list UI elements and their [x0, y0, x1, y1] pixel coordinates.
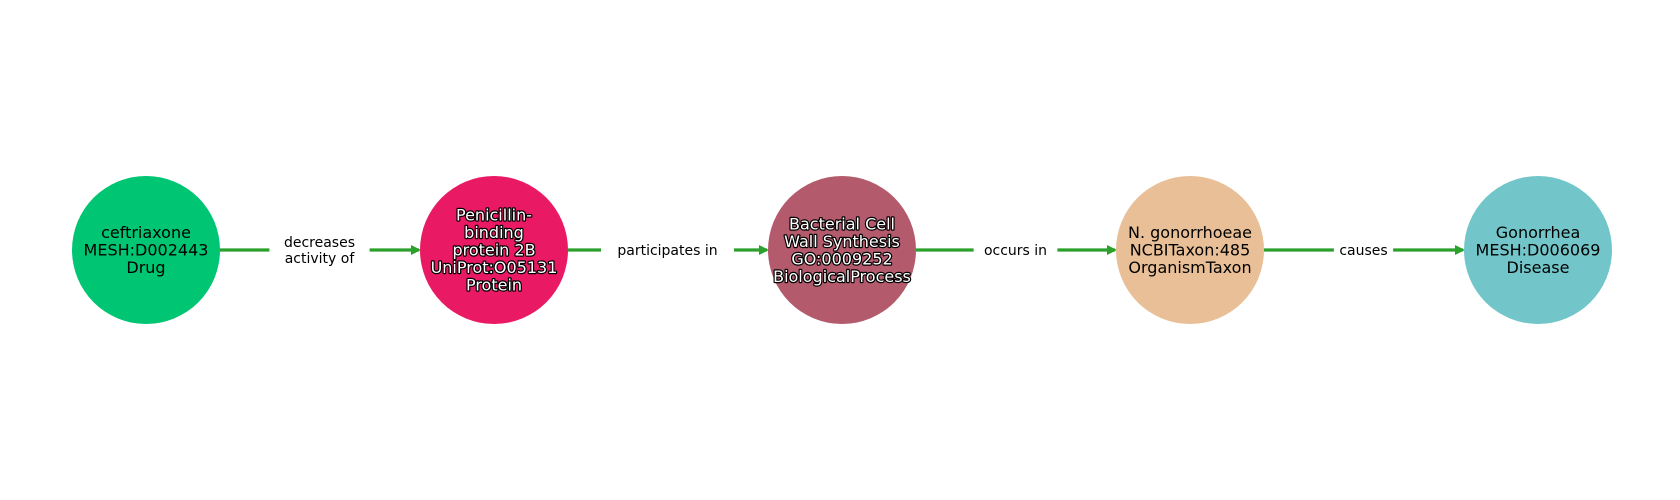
edge-label: decreases	[284, 235, 355, 251]
node-label: Wall Synthesis	[784, 232, 900, 251]
node-label: NCBITaxon:485	[1130, 241, 1251, 260]
node-label: OrganismTaxon	[1128, 258, 1251, 277]
node-label: GO:0009252	[791, 249, 892, 268]
node-label: ceftriaxone	[101, 223, 191, 242]
node-label: Gonorrhea	[1496, 223, 1581, 242]
node-label: Disease	[1507, 258, 1570, 277]
node-circle	[1116, 176, 1264, 324]
node-label: protein 2B	[452, 241, 535, 260]
node-label: Penicillin-	[456, 206, 532, 225]
node-circle	[768, 176, 916, 324]
node-label: Bacterial Cell	[789, 214, 895, 233]
edge-1: participates in	[568, 240, 769, 260]
edge-label-background	[269, 232, 370, 268]
edge-2: occurs in	[916, 240, 1117, 260]
node-label: BiologicalProcess	[773, 267, 911, 286]
edge-label-background	[601, 240, 734, 260]
edge-label: participates in	[617, 243, 717, 259]
edge-label: activity of	[285, 251, 356, 267]
node-label: Protein	[466, 276, 522, 295]
node-label: MESH:D006069	[1476, 241, 1601, 260]
node-circle	[72, 176, 220, 324]
node-circle	[1464, 176, 1612, 324]
node-label: N. gonorrhoeae	[1128, 223, 1252, 242]
node-label: binding	[464, 223, 524, 242]
edge-label-background	[1333, 240, 1394, 260]
edge-label-background	[973, 240, 1058, 260]
node-label: Drug	[126, 258, 165, 277]
edge-label: occurs in	[984, 243, 1047, 259]
node-circle	[420, 176, 568, 324]
node-label: UniProt:O05131	[431, 258, 558, 277]
edge-label: causes	[1339, 243, 1387, 259]
edge-3: causes	[1264, 240, 1465, 260]
node-label: MESH:D002443	[84, 241, 209, 260]
